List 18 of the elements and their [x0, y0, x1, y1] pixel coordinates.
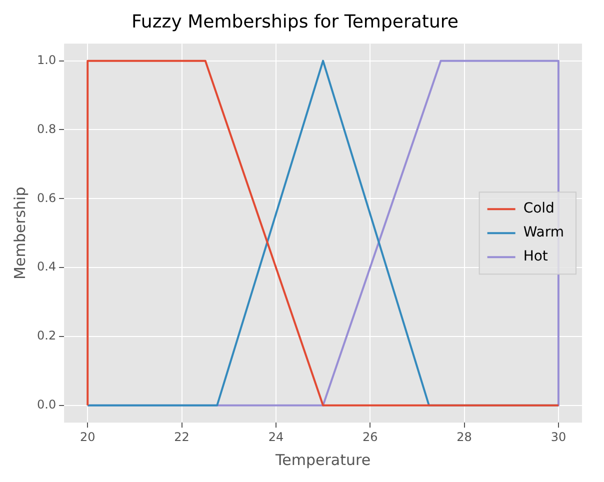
- x-axis-title: Temperature: [274, 450, 371, 469]
- legend-label: Warm: [523, 224, 564, 241]
- y-tick-label: 0.4: [36, 260, 56, 274]
- legend-label: Cold: [523, 200, 554, 217]
- x-tick-label: 26: [362, 430, 378, 444]
- x-tick-label: 30: [550, 430, 566, 444]
- y-tick-label: 1.0: [36, 52, 56, 67]
- y-tick-label: 0.8: [36, 122, 56, 136]
- x-tick-label: 20: [80, 430, 96, 444]
- y-tick-label: 0.6: [36, 190, 56, 205]
- y-tick-label: 0.0: [36, 398, 56, 412]
- x-tick-label: 24: [268, 430, 284, 444]
- y-axis-title: Membership: [10, 186, 29, 280]
- y-tick-label: 0.2: [36, 328, 56, 343]
- x-tick-label: 22: [174, 430, 190, 444]
- chart-title: Fuzzy Memberships for Temperature: [132, 11, 458, 32]
- legend-label: Hot: [523, 248, 548, 265]
- x-tick-label: 28: [456, 430, 472, 444]
